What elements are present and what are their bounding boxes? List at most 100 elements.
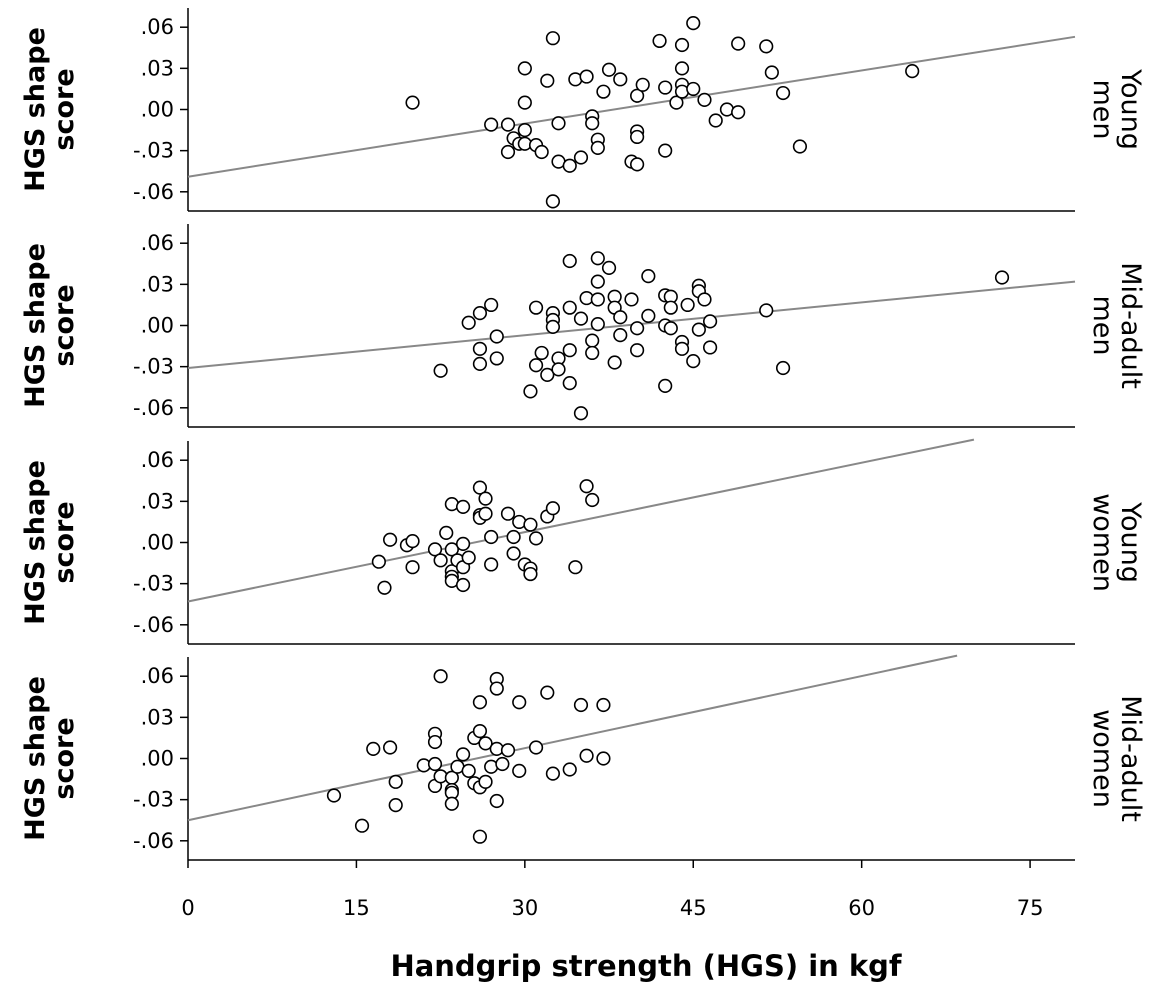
data-point (472, 306, 488, 321)
data-point (630, 321, 645, 336)
data-point (500, 506, 516, 521)
data-point (377, 580, 392, 595)
data-point (472, 341, 488, 356)
data-point (702, 314, 718, 329)
facet-label-line: Mid-adult (1115, 262, 1146, 389)
data-point (489, 351, 504, 366)
data-point (545, 766, 561, 781)
x-tick-label: 0 (181, 896, 194, 920)
x-tick-label: 30 (511, 896, 538, 920)
data-point (461, 315, 476, 330)
x-tick-label: 75 (1017, 896, 1044, 920)
facet-label-line: women (1087, 493, 1118, 592)
data-point (500, 117, 516, 132)
data-point (562, 158, 577, 173)
data-point (455, 747, 471, 762)
data-point (461, 763, 476, 778)
data-point (601, 62, 617, 77)
data-point (596, 751, 611, 766)
data-point (607, 355, 622, 370)
facet-label-line: men (1087, 295, 1118, 355)
y-axis-title: HGS shapescore (20, 243, 80, 408)
data-point (506, 529, 521, 545)
data-point (472, 356, 488, 372)
data-point (775, 360, 791, 376)
data-point (439, 525, 454, 540)
data-point (658, 80, 673, 95)
data-point (590, 274, 605, 289)
facet-label: Mid-adultmen (1087, 262, 1146, 389)
data-point (686, 354, 701, 369)
data-point (568, 560, 583, 575)
data-point (697, 292, 712, 307)
y-tick-label: .03 (141, 489, 174, 513)
data-point (551, 116, 566, 131)
data-point (731, 36, 746, 51)
facet-label-line: Young (1115, 501, 1146, 583)
data-point (472, 695, 488, 710)
data-point (674, 341, 690, 356)
data-point (669, 95, 684, 110)
data-point (792, 139, 808, 154)
data-point (517, 61, 532, 76)
data-point (461, 550, 476, 565)
data-point (388, 774, 403, 789)
data-point (994, 270, 1010, 285)
data-point (489, 681, 504, 696)
data-point (630, 343, 645, 358)
facet-label-line: men (1087, 79, 1118, 139)
data-point (484, 117, 499, 132)
data-point (562, 376, 577, 391)
data-point (905, 63, 920, 79)
data-point (366, 741, 381, 756)
data-point (641, 308, 656, 323)
data-point (528, 300, 544, 315)
y-tick-label: .06 (141, 15, 174, 39)
data-point (658, 378, 673, 393)
data-point (630, 157, 645, 172)
data-point (613, 72, 628, 87)
data-point (528, 531, 544, 546)
data-point (506, 546, 521, 561)
data-point (658, 143, 673, 158)
data-point (663, 300, 678, 315)
data-point (697, 92, 712, 107)
x-axis-title: Handgrip strength (HGS) in kgf (390, 949, 901, 983)
y-axis-title-line: HGS shape (20, 460, 51, 625)
data-point (545, 31, 561, 46)
y-tick-label: .00 (141, 747, 174, 771)
facet-label-line: Mid-adult (1115, 695, 1146, 822)
data-point (562, 762, 577, 777)
data-point (573, 697, 589, 713)
data-point (590, 317, 605, 332)
y-tick-label: -.03 (133, 139, 174, 163)
y-axis-title: HGS shapescore (20, 27, 80, 192)
fit-line (187, 654, 958, 822)
data-point (472, 480, 488, 495)
data-point (433, 363, 448, 378)
data-point (545, 319, 561, 334)
facet-label: Youngwomen (1087, 493, 1146, 592)
data-point (585, 116, 600, 131)
y-tick-label: -.03 (133, 572, 174, 596)
y-axis-title-line: score (49, 284, 80, 366)
y-tick-label: .06 (141, 664, 174, 688)
data-point (573, 150, 589, 165)
data-point (523, 384, 538, 399)
data-point (590, 292, 605, 307)
data-point (388, 798, 403, 813)
y-tick-label: .06 (141, 448, 174, 472)
data-point (764, 65, 779, 80)
data-point (472, 829, 488, 844)
x-tick-label: 60 (848, 896, 875, 920)
data-point (585, 333, 600, 348)
data-point (489, 793, 504, 809)
data-point (585, 492, 600, 508)
data-point (455, 536, 471, 551)
data-point (635, 77, 650, 92)
y-tick-label: -.06 (133, 613, 174, 637)
data-point (383, 532, 398, 547)
data-point (472, 723, 488, 739)
data-point (596, 84, 611, 99)
